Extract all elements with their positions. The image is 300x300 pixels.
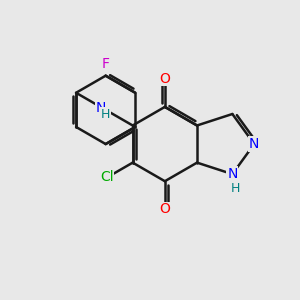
Text: N: N <box>249 137 260 151</box>
Text: N: N <box>95 101 106 116</box>
Text: O: O <box>159 202 170 216</box>
Text: Cl: Cl <box>100 170 114 184</box>
Text: N: N <box>227 167 238 181</box>
Text: H: H <box>230 182 240 195</box>
Text: O: O <box>159 72 170 86</box>
Text: H: H <box>101 108 110 121</box>
Text: F: F <box>102 57 110 71</box>
